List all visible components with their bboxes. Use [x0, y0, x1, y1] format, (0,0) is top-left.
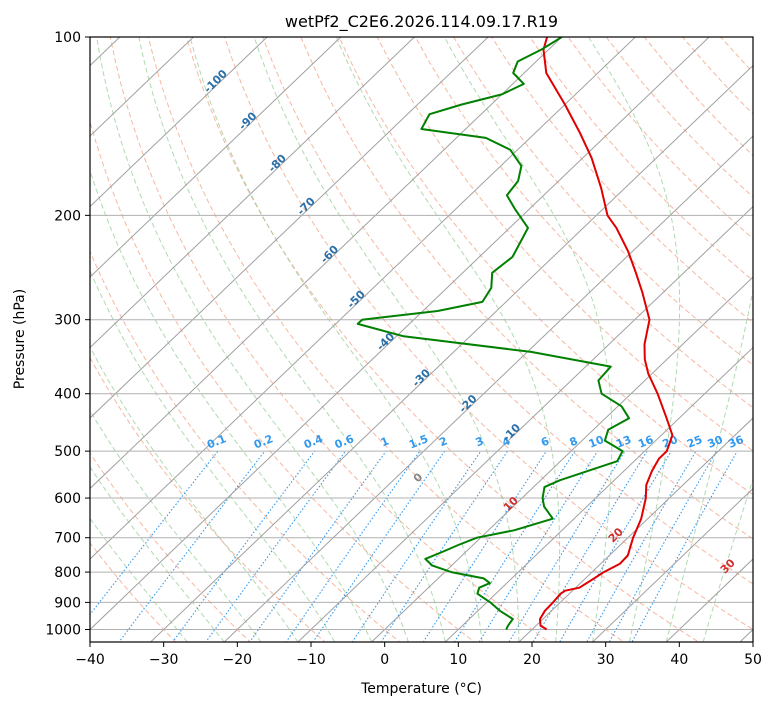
mixing-ratio-label: 36 [726, 433, 745, 451]
dry-adiabat-line [90, 250, 401, 642]
x-tick-label: 20 [523, 652, 541, 668]
isotherm-line [90, 37, 637, 560]
isotherm-line [518, 417, 753, 642]
x-axis: −40 −30 −20 −10 0 10 20 30 40 50 [75, 642, 762, 668]
isotherm-line [90, 37, 416, 349]
moist-adiabat-line [90, 269, 336, 642]
dry-adiabat-line [224, 37, 753, 631]
isotherm-line [90, 37, 195, 137]
isotherm-line [90, 37, 268, 208]
isotherm-line [149, 64, 753, 642]
moist-adiabat-line [253, 37, 520, 642]
dry-adiabat-line [338, 37, 753, 496]
dry-adiabat-line [262, 37, 753, 585]
dry-adiabat-line [109, 37, 550, 642]
moist-adiabat-line [702, 477, 753, 642]
y-tick-label: 500 [54, 444, 81, 460]
x-tick-label: 0 [380, 652, 389, 668]
dry-adiabat-line [185, 37, 700, 642]
isotherm-line [444, 346, 753, 642]
plot-area: 0.1 0.2 0.4 0.6 1 1.5 2 3 4 6 8 10 13 16 20 25 30 36-100-… [90, 37, 753, 642]
moist-adiabat-line [96, 37, 409, 642]
mixing-ratio-label: 16 [636, 433, 655, 451]
x-tick-label: 40 [670, 652, 688, 668]
dry-adiabat-line [90, 542, 177, 642]
mixing-ratio-label: 10 [587, 433, 606, 451]
dry-adiabat-line [414, 37, 753, 409]
mixing-ratio-label: 8 [568, 434, 580, 449]
y-axis: 100 200 300 400 500 600 700 800 900 1000 [45, 30, 90, 639]
moist-adiabat-line [90, 409, 262, 642]
moist-adiabat-line [588, 37, 681, 642]
isotherm-line [591, 487, 753, 642]
mixing-ratio-label: 2 [437, 434, 449, 449]
chart-title: wetPf2_C2E6.2026.114.09.17.R19 [285, 12, 558, 32]
moist-adiabat-line [665, 287, 753, 642]
moist-adiabat-line [335, 37, 561, 642]
dry-adiabat-line [90, 356, 326, 642]
x-tick-label: 50 [744, 652, 762, 668]
mixing-ratio-label: 13 [614, 433, 633, 451]
isotherm-line [223, 135, 753, 642]
x-tick-label: −30 [149, 652, 179, 668]
isotherm-grid [90, 37, 753, 642]
moist-adiabat-line [90, 466, 225, 642]
x-tick-label: 10 [449, 652, 467, 668]
dry-adiabat-line [90, 119, 476, 642]
y-tick-label: 400 [54, 387, 81, 403]
moist-adiabat-line [444, 37, 613, 642]
y-tick-label: 600 [54, 491, 81, 507]
pressure-grid [90, 37, 753, 630]
y-axis-title: Pressure (hPa) [12, 289, 28, 389]
mixing-ratio-label: 3 [474, 434, 486, 449]
y-tick-label: 900 [54, 595, 81, 611]
x-tick-label: −10 [296, 652, 326, 668]
moist-adiabat-line [138, 37, 446, 642]
dewpoint-profile-line [356, 37, 630, 630]
y-tick-label: 100 [54, 30, 81, 46]
moist-adiabats [90, 37, 753, 642]
x-tick-label: 30 [597, 652, 615, 668]
moist-adiabat-line [189, 37, 483, 642]
plot-frame [89, 36, 754, 643]
isotherm-line [90, 37, 489, 419]
y-tick-label: 800 [54, 565, 81, 581]
mixing-ratio-label: 25 [685, 433, 704, 451]
isotherm-line [297, 205, 753, 642]
mixing-ratio-label: 1 [379, 434, 391, 449]
x-tick-label: −40 [75, 652, 105, 668]
y-tick-label: 200 [54, 208, 81, 224]
x-tick-label: −20 [223, 652, 253, 668]
mixing-ratio-label: 30 [706, 433, 725, 451]
isotherm-line [90, 37, 710, 631]
isotherm-line [90, 37, 563, 490]
moist-adiabat-line [90, 168, 372, 642]
x-axis-title: Temperature (°C) [360, 681, 482, 697]
y-tick-label: 300 [54, 313, 81, 329]
y-tick-label: 700 [54, 531, 81, 547]
profile-series [356, 37, 674, 631]
dry-adiabat-line [147, 37, 625, 642]
isotherm-line [90, 37, 342, 278]
temperature-profile-line [539, 37, 674, 631]
y-tick-label: 1000 [45, 623, 81, 639]
isotherm-line [370, 276, 753, 642]
